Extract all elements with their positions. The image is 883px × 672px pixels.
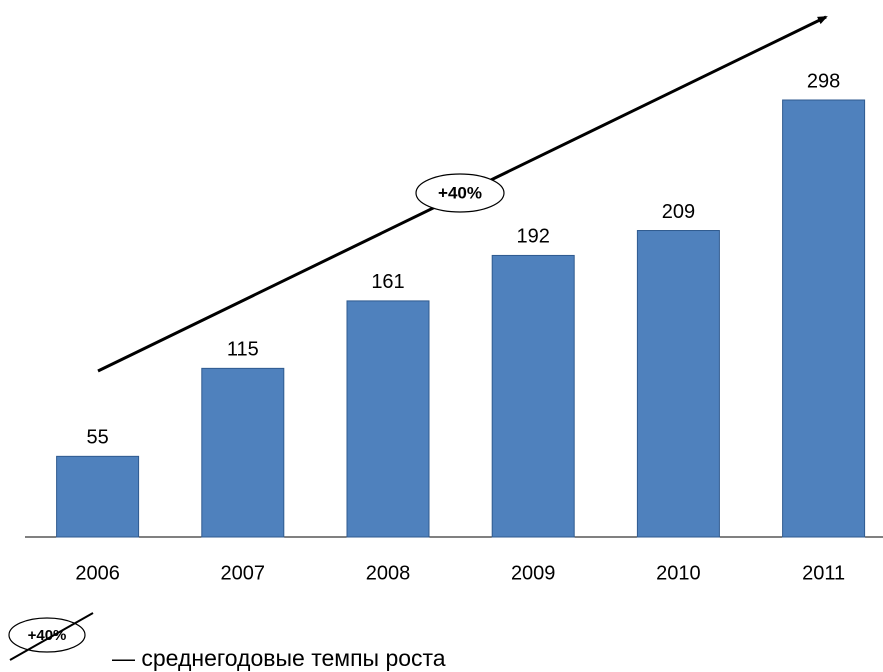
data-label: 55 bbox=[86, 427, 108, 449]
x-tick-label: 2010 bbox=[656, 562, 701, 584]
data-label: 161 bbox=[371, 271, 404, 293]
data-label: 298 bbox=[807, 70, 840, 92]
x-tick-label: 2008 bbox=[366, 562, 411, 584]
bar bbox=[491, 254, 575, 538]
data-label: 192 bbox=[517, 226, 550, 248]
legend-annotation: +40% bbox=[28, 627, 67, 644]
bar bbox=[782, 99, 866, 538]
bar bbox=[201, 367, 285, 538]
bar bbox=[636, 230, 720, 538]
annotation: +40% bbox=[438, 183, 482, 202]
x-tick-label: 2007 bbox=[221, 562, 266, 584]
bar bbox=[56, 455, 140, 538]
data-label: 209 bbox=[662, 201, 695, 223]
legend-line bbox=[9, 612, 94, 661]
legend-ellipse bbox=[8, 617, 86, 653]
bar bbox=[346, 300, 430, 538]
x-tick-label: 2011 bbox=[802, 562, 845, 584]
legend-text: — среднегодовые темпы роста bbox=[112, 645, 446, 671]
x-tick-label: 2006 bbox=[75, 562, 120, 584]
x-tick-label: 2009 bbox=[511, 562, 556, 584]
annotation-ellipse bbox=[415, 173, 505, 213]
data-label: 115 bbox=[227, 339, 259, 361]
